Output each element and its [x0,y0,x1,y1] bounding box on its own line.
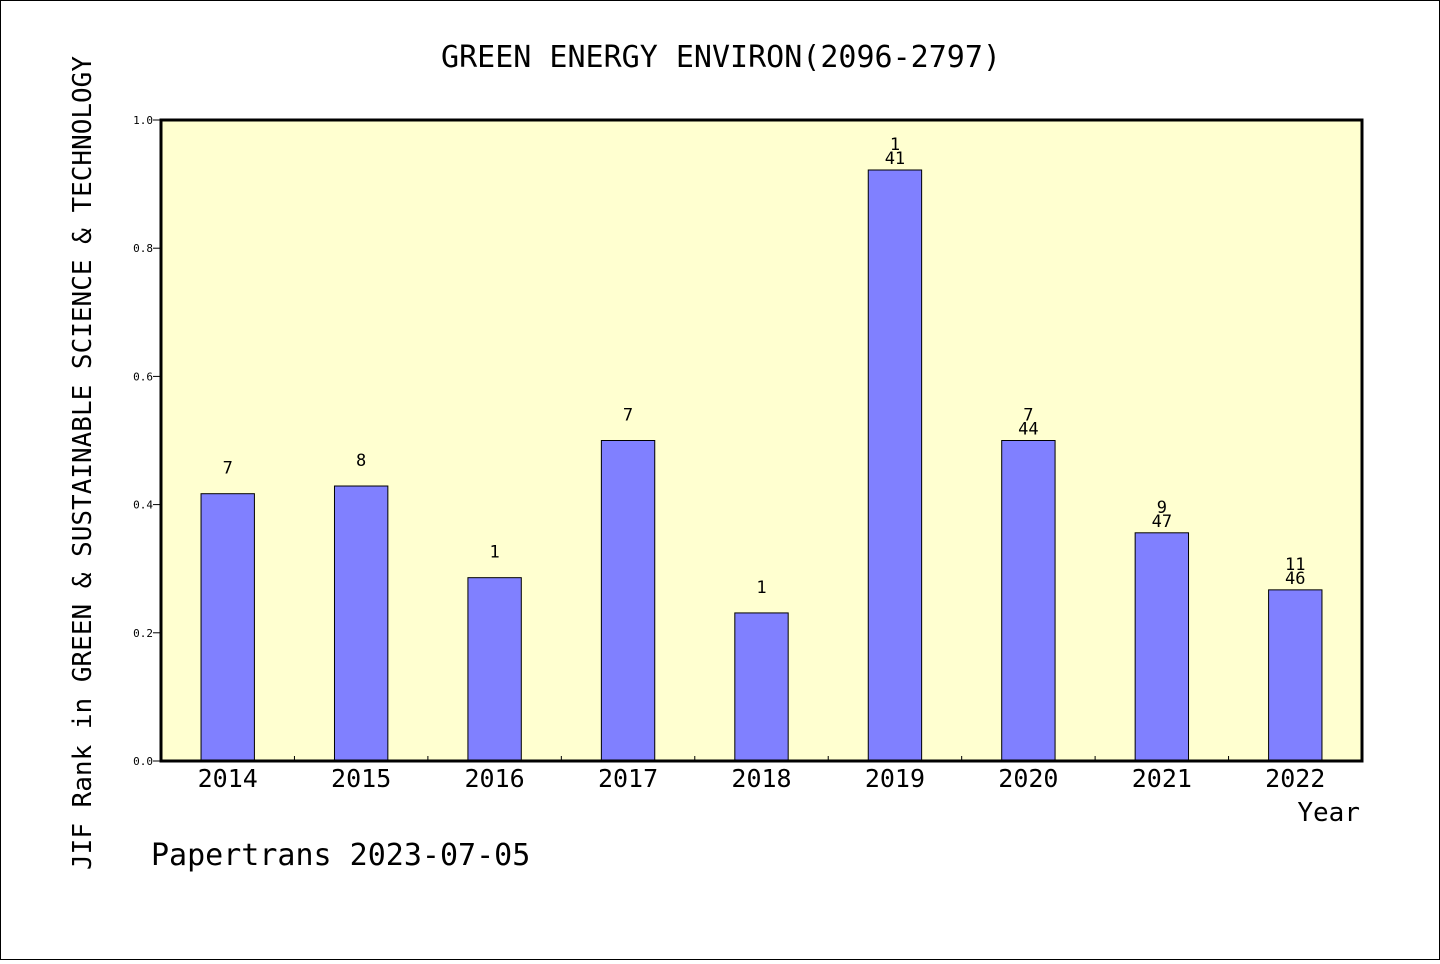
y-tick-label-1.0: 1.0 [133,114,153,127]
x-tick-label-2015: 2015 [331,764,391,793]
y-axis: 0.0 0.2 0.4 0.6 0.8 1.0 [133,114,161,768]
x-tick-label-2021: 2021 [1132,764,1192,793]
rank-label-2022: 11 [1285,555,1305,575]
bar-2014 [200,493,255,762]
y-axis-label: JIF Rank in GREEN & SUSTAINABLE SCIENCE … [68,56,98,870]
bar-2020 [1001,440,1056,762]
x-tick-label-2020: 2020 [998,764,1058,793]
total-label-2020: 44 [1018,420,1038,440]
bar-2016 [467,577,522,762]
bar-2022 [1268,589,1323,762]
x-tick-label-2019: 2019 [865,764,925,793]
rank-label-2017: 7 [623,406,633,426]
x-tick-label-2016: 2016 [465,764,525,793]
x-tick-label-2018: 2018 [731,764,791,793]
y-tick-label-0.8: 0.8 [133,242,153,255]
chart-title: GREEN ENERGY ENVIRON(2096-2797) [441,40,1001,75]
rank-label-2021: 9 [1157,498,1167,518]
rank-label-2018: 1 [756,578,766,598]
bar-2017 [600,440,656,762]
x-tick-label-2014: 2014 [198,764,258,793]
x-tick-label-2022: 2022 [1265,764,1325,793]
y-tick-label-0.0: 0.0 [133,755,153,768]
rank-label-2015: 8 [356,451,366,471]
bar-2021 [1134,532,1190,762]
rank-label-2016: 1 [489,543,499,563]
total-label-2021: 47 [1152,512,1172,532]
bars-group [200,169,1323,762]
bar-2018 [734,612,789,762]
rank-label-2020: 7 [1023,406,1033,426]
plot-border [159,118,1364,763]
credit-text: Papertrans 2023-07-05 [151,838,530,873]
total-label-2019: 41 [885,149,905,169]
rank-label-2019: 1 [890,135,900,155]
x-tick-label-2017: 2017 [598,764,658,793]
rank-label-2014: 7 [223,459,233,479]
x-axis-label: Year [1297,798,1360,828]
x-axis: 2014 2015 2016 2017 2018 2019 2020 2021 2022 [198,756,1325,793]
total-label-2022: 46 [1285,569,1305,589]
bar-2019 [867,169,923,762]
y-tick-label-0.4: 0.4 [133,499,153,512]
y-tick-label-0.2: 0.2 [133,627,153,640]
bar-2015 [333,485,389,762]
y-tick-label-0.6: 0.6 [133,370,153,383]
